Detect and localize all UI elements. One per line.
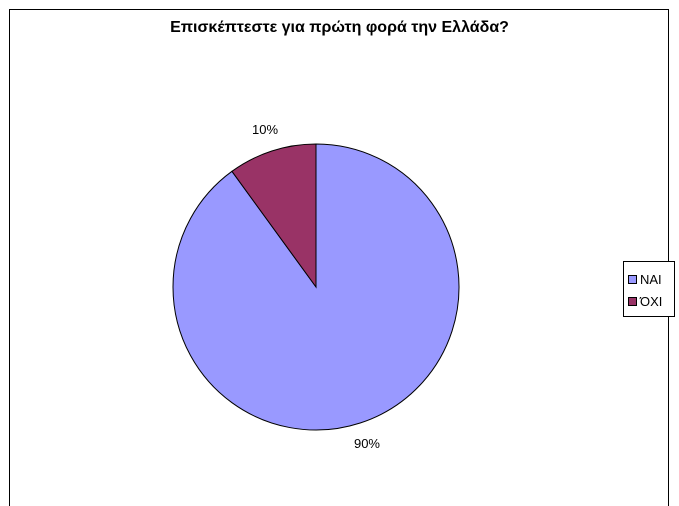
legend-item-nai: ΝΑΙ <box>628 268 674 290</box>
chart-legend: ΝΑΙ ΌΧΙ <box>623 261 675 317</box>
legend-label-nai: ΝΑΙ <box>640 271 662 287</box>
pie-slice-1 <box>231 143 317 289</box>
legend-item-oxi: ΌΧΙ <box>628 290 674 312</box>
data-label-1: 10% <box>252 122 278 137</box>
legend-swatch-nai <box>628 274 637 284</box>
legend-label-oxi: ΌΧΙ <box>640 293 663 309</box>
legend-swatch-oxi <box>628 296 637 306</box>
chart-title: Επισκέπτεστε για πρώτη φορά την Ελλάδα? <box>170 19 509 36</box>
data-label-0: 90% <box>354 436 380 451</box>
